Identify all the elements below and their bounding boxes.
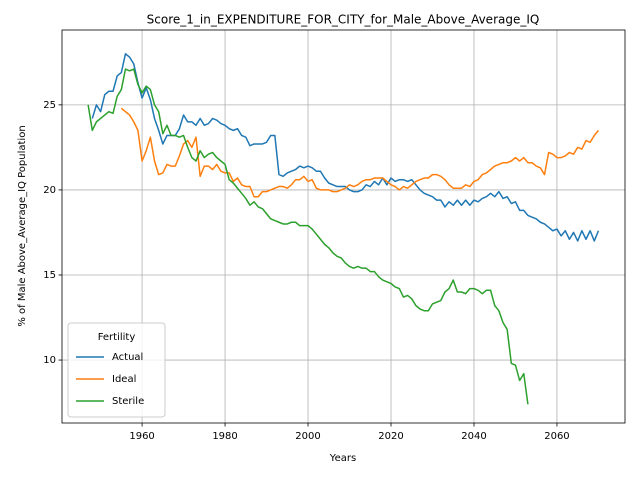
y-axis-label: % of Male Above_Average_IQ Population: [17, 125, 28, 326]
x-tick-label: 2060: [544, 431, 569, 442]
series-line: [87, 68, 529, 405]
x-axis-label: Years: [329, 453, 356, 464]
series-line: [120, 107, 600, 198]
x-tick-label: 2020: [378, 431, 403, 442]
axes-frame: [61, 29, 626, 424]
legend-label: Ideal: [112, 374, 136, 385]
legend-label: Actual: [112, 352, 143, 363]
x-tick-label: 1980: [212, 431, 237, 442]
legend-box: [67, 322, 166, 418]
legend-title: Fertility: [98, 332, 136, 343]
x-tick-label: 1960: [129, 431, 154, 442]
y-tick-label: 15: [43, 270, 56, 281]
y-tick-label: 10: [43, 355, 56, 366]
x-tick-label: 2040: [461, 431, 486, 442]
y-tick-label: 25: [43, 100, 56, 111]
legend-label: Sterile: [112, 396, 144, 407]
series-line: [91, 53, 600, 242]
chart-title: Score_1_in_EXPENDITURE_FOR_CITY_for_Male…: [147, 13, 540, 27]
y-tick-label: 20: [43, 185, 56, 196]
x-tick-label: 2000: [295, 431, 320, 442]
